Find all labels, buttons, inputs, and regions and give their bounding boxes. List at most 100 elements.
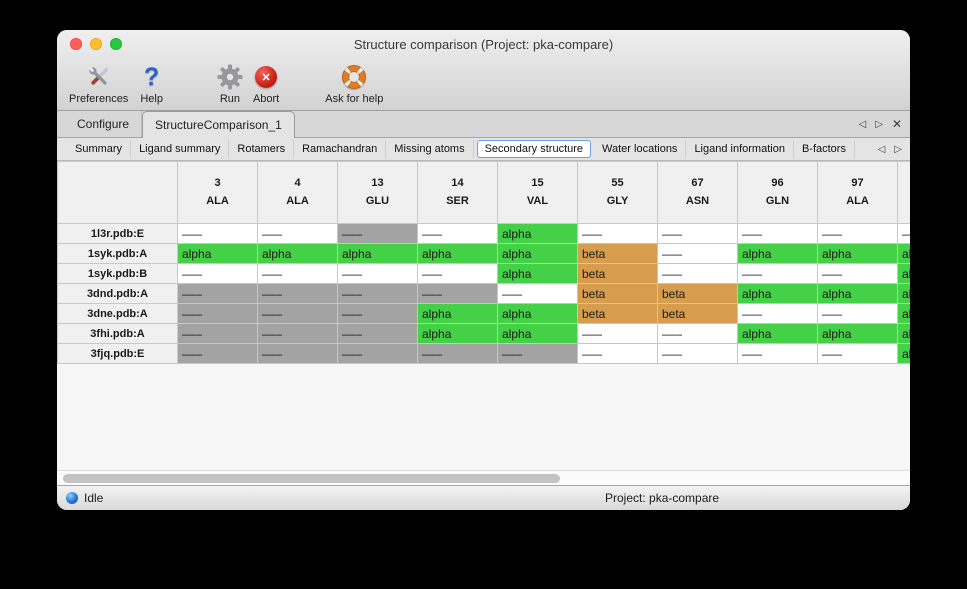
- run-button[interactable]: Run: [217, 63, 243, 105]
- cell-plain[interactable]: –––: [417, 223, 498, 244]
- cell-plain[interactable]: –––: [177, 263, 258, 284]
- cell-beta[interactable]: beta: [577, 243, 658, 264]
- cell-beta[interactable]: beta: [577, 263, 658, 284]
- cell-plain[interactable]: –––: [657, 223, 738, 244]
- row-header-3dne-pdb-a[interactable]: 3dne.pdb:A: [57, 303, 178, 324]
- cell-alpha[interactable]: alpha: [177, 243, 258, 264]
- cell-alpha[interactable]: alpha: [257, 243, 338, 264]
- cell-alpha[interactable]: alpha: [817, 243, 898, 264]
- ask-for-help-button[interactable]: Ask for help: [325, 63, 383, 105]
- subtab-ramachandran[interactable]: Ramachandran: [294, 140, 387, 158]
- cell-alpha[interactable]: alpha: [897, 263, 910, 284]
- cell-gray[interactable]: –––: [257, 323, 338, 344]
- cell-gray[interactable]: –––: [337, 323, 418, 344]
- subtab-water-locations[interactable]: Water locations: [594, 140, 687, 158]
- column-header-4-ala[interactable]: 4 ALA: [257, 161, 338, 224]
- cell-plain[interactable]: –––: [817, 223, 898, 244]
- cell-beta[interactable]: beta: [577, 283, 658, 304]
- preferences-button[interactable]: Preferences: [69, 63, 128, 105]
- cell-beta[interactable]: beta: [577, 303, 658, 324]
- cell-plain[interactable]: –––: [257, 223, 338, 244]
- tab-next-button[interactable]: ▷: [875, 118, 883, 130]
- horizontal-scrollbar[interactable]: [57, 470, 910, 485]
- cell-gray[interactable]: –––: [257, 303, 338, 324]
- column-header-97-ala[interactable]: 97 ALA: [817, 161, 898, 224]
- cell-plain[interactable]: –––: [417, 263, 498, 284]
- cell-alpha[interactable]: alpha: [497, 223, 578, 244]
- cell-alpha[interactable]: alpha: [897, 303, 910, 324]
- cell-alpha[interactable]: alpha: [737, 323, 818, 344]
- scrollbar-thumb[interactable]: [63, 474, 560, 483]
- cell-plain[interactable]: –––: [577, 343, 658, 364]
- cell-alpha[interactable]: alpha: [337, 243, 418, 264]
- close-window-button[interactable]: [70, 38, 82, 50]
- cell-gray[interactable]: –––: [417, 283, 498, 304]
- cell-plain[interactable]: –––: [337, 263, 418, 284]
- cell-beta[interactable]: beta: [657, 283, 738, 304]
- subtab-ligand-information[interactable]: Ligand information: [686, 140, 794, 158]
- help-button[interactable]: ? Help: [140, 63, 163, 105]
- cell-alpha[interactable]: alpha: [897, 323, 910, 344]
- tab-prev-button[interactable]: ◁: [858, 118, 867, 130]
- cell-plain[interactable]: –––: [737, 303, 818, 324]
- subtab-secondary-structure[interactable]: Secondary structure: [476, 140, 592, 158]
- cell-alpha[interactable]: alpha: [817, 323, 898, 344]
- row-header-3fjq-pdb-e[interactable]: 3fjq.pdb:E: [57, 343, 178, 364]
- column-header-15-val[interactable]: 15 VAL: [497, 161, 578, 224]
- cell-alpha[interactable]: alpha: [897, 343, 910, 364]
- subtab-next-button[interactable]: ▷: [894, 143, 902, 155]
- cell-plain[interactable]: –––: [657, 323, 738, 344]
- cell-plain[interactable]: –––: [577, 323, 658, 344]
- cell-gray[interactable]: –––: [337, 303, 418, 324]
- cell-plain[interactable]: –––: [817, 303, 898, 324]
- cell-gray[interactable]: –––: [417, 343, 498, 364]
- cell-beta[interactable]: beta: [657, 303, 738, 324]
- cell-plain[interactable]: –––: [577, 223, 658, 244]
- cell-plain[interactable]: –––: [737, 223, 818, 244]
- column-header-partial[interactable]: [897, 161, 910, 224]
- cell-alpha[interactable]: alpha: [417, 243, 498, 264]
- row-header-1l3r-pdb-e[interactable]: 1l3r.pdb:E: [57, 223, 178, 244]
- row-header-3dnd-pdb-a[interactable]: 3dnd.pdb:A: [57, 283, 178, 304]
- row-header-3fhi-pdb-a[interactable]: 3fhi.pdb:A: [57, 323, 178, 344]
- cell-alpha[interactable]: alpha: [497, 303, 578, 324]
- cell-gray[interactable]: –––: [337, 223, 418, 244]
- cell-alpha[interactable]: alpha: [497, 263, 578, 284]
- cell-plain[interactable]: –––: [897, 223, 910, 244]
- tab-close-button[interactable]: ✕: [891, 117, 902, 131]
- cell-gray[interactable]: –––: [257, 283, 338, 304]
- subtab-ligand-summary[interactable]: Ligand summary: [131, 140, 230, 158]
- cell-plain[interactable]: –––: [257, 263, 338, 284]
- subtab-summary[interactable]: Summary: [67, 140, 132, 158]
- abort-button[interactable]: Abort: [253, 63, 279, 105]
- cell-plain[interactable]: –––: [657, 343, 738, 364]
- cell-plain[interactable]: –––: [817, 343, 898, 364]
- subtab-missing-atoms[interactable]: Missing atoms: [386, 140, 474, 158]
- cell-plain[interactable]: –––: [657, 263, 738, 284]
- column-header-14-ser[interactable]: 14 SER: [417, 161, 498, 224]
- cell-gray[interactable]: –––: [177, 343, 258, 364]
- cell-alpha[interactable]: alpha: [497, 323, 578, 344]
- cell-alpha[interactable]: alpha: [897, 283, 910, 304]
- cell-alpha[interactable]: alpha: [817, 283, 898, 304]
- cell-gray[interactable]: –––: [177, 283, 258, 304]
- cell-gray[interactable]: –––: [177, 323, 258, 344]
- cell-alpha[interactable]: alpha: [897, 243, 910, 264]
- cell-alpha[interactable]: alpha: [737, 283, 818, 304]
- minimize-window-button[interactable]: [90, 38, 102, 50]
- column-header-3-ala[interactable]: 3 ALA: [177, 161, 258, 224]
- cell-gray[interactable]: –––: [257, 343, 338, 364]
- row-header-1syk-pdb-a[interactable]: 1syk.pdb:A: [57, 243, 178, 264]
- cell-plain[interactable]: –––: [657, 243, 738, 264]
- cell-gray[interactable]: –––: [337, 283, 418, 304]
- column-header-55-gly[interactable]: 55 GLY: [577, 161, 658, 224]
- cell-plain[interactable]: –––: [817, 263, 898, 284]
- cell-plain[interactable]: –––: [497, 283, 578, 304]
- column-header-67-asn[interactable]: 67 ASN: [657, 161, 738, 224]
- cell-plain[interactable]: –––: [737, 343, 818, 364]
- cell-gray[interactable]: –––: [337, 343, 418, 364]
- row-header-1syk-pdb-b[interactable]: 1syk.pdb:B: [57, 263, 178, 284]
- cell-plain[interactable]: –––: [177, 223, 258, 244]
- cell-alpha[interactable]: alpha: [417, 323, 498, 344]
- cell-alpha[interactable]: alpha: [737, 243, 818, 264]
